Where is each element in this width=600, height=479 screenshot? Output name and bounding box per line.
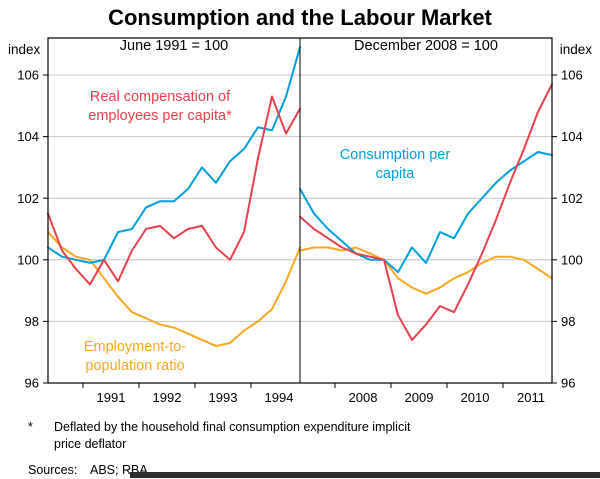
chart-plot-area: 96 96 98 98 100 100 102 102 104 104 106 106 1991 1992… bbox=[17, 37, 583, 403]
footnotes: * Deflated by the household final consum… bbox=[0, 403, 600, 479]
svg-text:102: 102 bbox=[561, 191, 583, 206]
svg-text:2011: 2011 bbox=[517, 390, 545, 403]
svg-text:100: 100 bbox=[561, 252, 583, 267]
series-label-employment: Employment-to- population ratio bbox=[50, 338, 220, 376]
svg-text:102: 102 bbox=[17, 191, 39, 206]
svg-text:2010: 2010 bbox=[461, 390, 490, 403]
series-label-real-compensation: Real compensation of employees per capit… bbox=[55, 88, 265, 126]
series-label-real-compensation-line2: employees per capita* bbox=[88, 107, 232, 124]
series-label-consumption-line1: Consumption per bbox=[339, 147, 451, 163]
svg-text:96: 96 bbox=[25, 376, 39, 391]
window-edge-bar bbox=[130, 472, 600, 478]
svg-text:106: 106 bbox=[561, 68, 583, 83]
series-label-employment-line2: population ratio bbox=[85, 357, 185, 374]
footnote-row: * Deflated by the household final consum… bbox=[28, 419, 600, 453]
series-label-consumption-line2: capita bbox=[375, 165, 415, 182]
svg-text:96: 96 bbox=[561, 376, 575, 391]
svg-text:1994: 1994 bbox=[265, 390, 294, 403]
sources-label: Sources: bbox=[28, 462, 78, 477]
series-label-consumption: Consumption per capita bbox=[305, 146, 485, 184]
svg-text:104: 104 bbox=[17, 129, 39, 144]
series-label-employment-line1: Employment-to- bbox=[83, 339, 187, 355]
chart-title: Consumption and the Labour Market bbox=[108, 5, 492, 30]
svg-text:1992: 1992 bbox=[153, 390, 182, 403]
svg-text:2009: 2009 bbox=[405, 390, 434, 403]
svg-text:98: 98 bbox=[25, 314, 39, 329]
svg-text:100: 100 bbox=[17, 252, 39, 267]
y-axis-unit-left: index bbox=[8, 42, 41, 57]
footnote-line1: Deflated by the household final consumpt… bbox=[54, 420, 411, 434]
svg-text:106: 106 bbox=[17, 68, 39, 83]
footnote-text: Deflated by the household final consumpt… bbox=[54, 419, 410, 453]
svg-text:1991: 1991 bbox=[97, 390, 126, 403]
svg-text:1993: 1993 bbox=[209, 390, 238, 403]
svg-text:104: 104 bbox=[561, 129, 583, 144]
panel-heading-left: June 1991 = 100 bbox=[119, 38, 229, 54]
chart-canvas: 96 96 98 98 100 100 102 102 104 104 106 106 1991 1992… bbox=[0, 28, 600, 403]
svg-text:98: 98 bbox=[561, 314, 575, 329]
series-label-real-compensation-line1: Real compensation of bbox=[89, 89, 231, 105]
panel-heading-right: December 2008 = 100 bbox=[354, 38, 498, 54]
svg-text:2008: 2008 bbox=[349, 390, 378, 403]
footnote-line2: price deflator bbox=[54, 436, 127, 451]
footnote-marker: * bbox=[28, 420, 33, 434]
y-axis-unit-right: index bbox=[559, 42, 592, 57]
